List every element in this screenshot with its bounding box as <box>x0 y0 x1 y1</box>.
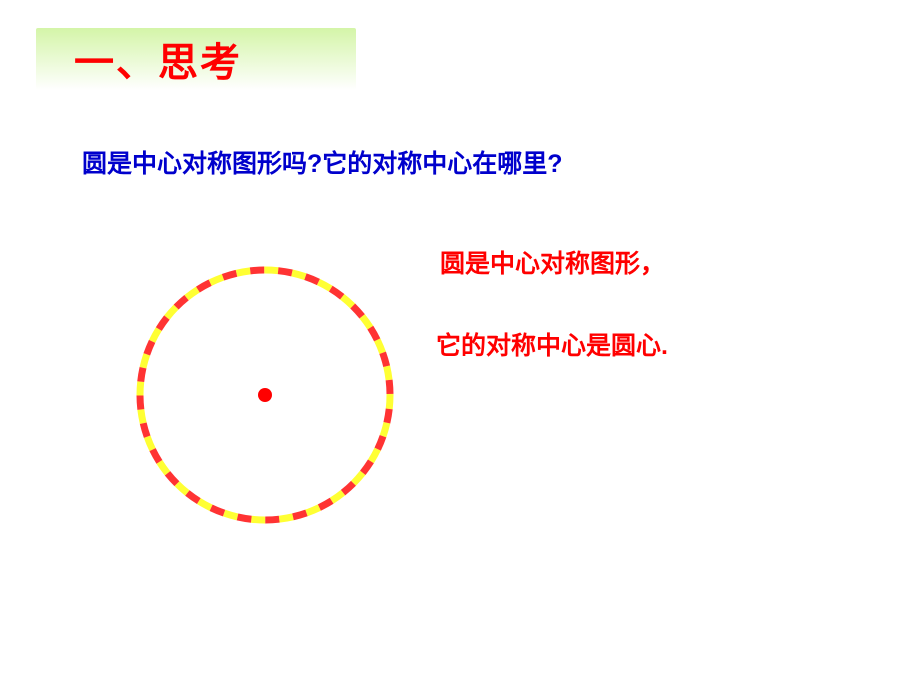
answer-line-1: 圆是中心对称图形， <box>440 244 665 280</box>
section-header: 一、思考 <box>36 28 356 90</box>
circle-diagram <box>130 260 400 530</box>
question-text: 圆是中心对称图形吗?它的对称中心在哪里? <box>82 144 563 180</box>
circle-svg <box>130 260 400 530</box>
center-dot <box>258 388 272 402</box>
section-title: 一、思考 <box>74 30 242 88</box>
answer-line-2: 它的对称中心是圆心. <box>436 326 668 362</box>
